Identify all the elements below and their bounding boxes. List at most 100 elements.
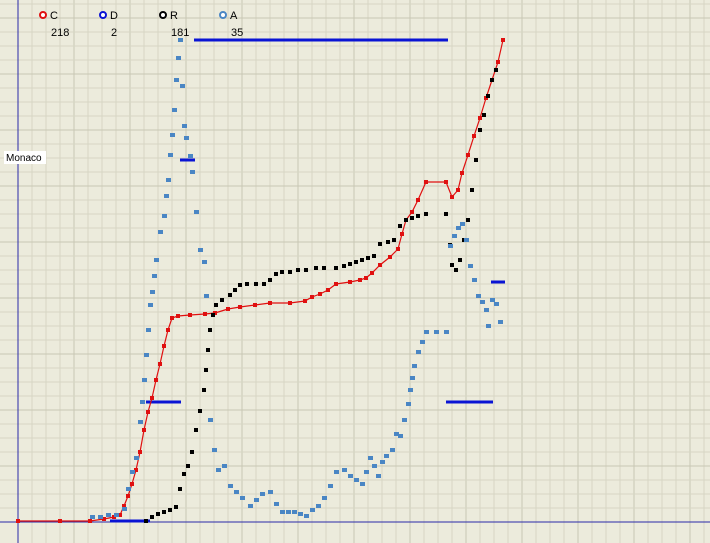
series-a-point (144, 353, 149, 357)
legend-marker-c (39, 11, 47, 19)
series-a-point (476, 294, 481, 298)
series-a-point (364, 470, 369, 474)
series-a-point (434, 330, 439, 334)
series-r-point (274, 272, 278, 276)
series-a-point (98, 515, 103, 519)
series-a-point (410, 376, 415, 380)
series-a-point (484, 308, 489, 312)
series-c-point (388, 255, 392, 259)
series-c-point (460, 171, 464, 175)
series-c-point (303, 299, 307, 303)
series-r-point (342, 264, 346, 268)
series-a-point (286, 510, 291, 514)
series-c-point (268, 301, 272, 305)
series-r-point (458, 258, 462, 262)
series-r-point (296, 268, 300, 272)
series-c-point (444, 180, 448, 184)
series-a-point (372, 464, 377, 468)
legend-label-c: C (50, 10, 58, 22)
series-c-point (122, 504, 126, 508)
annotation-layer: Monaco (4, 151, 46, 164)
series-a-point (456, 226, 461, 230)
series-r-point (206, 348, 210, 352)
series-a-point (354, 478, 359, 482)
series-c-point (416, 198, 420, 202)
series-a-point (212, 448, 217, 452)
series-c-point (318, 292, 322, 296)
series-c-point (253, 303, 257, 307)
series-c-point (424, 180, 428, 184)
series-c-point (396, 247, 400, 251)
series-r-point (334, 266, 338, 270)
series-a-point (260, 492, 265, 496)
series-c-point (158, 362, 162, 366)
series-r-point (228, 293, 232, 297)
series-a-point (90, 515, 95, 519)
series-r-point (360, 258, 364, 262)
series-c-point (472, 134, 476, 138)
series-r-point (392, 238, 396, 242)
series-a-point (480, 300, 485, 304)
series-c-point (16, 519, 20, 523)
series-a-point (416, 350, 421, 354)
legend-marker-r (159, 11, 167, 19)
annotation-box (4, 151, 46, 164)
series-r-point (262, 282, 266, 286)
legend-count-r: 181 (171, 27, 189, 39)
series-r-point (288, 270, 292, 274)
series-a-point (334, 470, 339, 474)
series-a-point (172, 108, 177, 112)
series-a-point (412, 364, 417, 368)
series-c-point (378, 263, 382, 267)
annotation-label: Monaco (6, 153, 42, 164)
series-a-point (158, 230, 163, 234)
series-a-point (176, 56, 181, 60)
series-a-point (298, 512, 303, 516)
series-a-point (328, 484, 333, 488)
series-a-point (348, 474, 353, 478)
series-a-point (248, 504, 253, 508)
series-r-point (208, 328, 212, 332)
series-r-point (150, 515, 154, 519)
series-c-point (176, 314, 180, 318)
series-r-point (202, 388, 206, 392)
series-a-point (194, 210, 199, 214)
series-r-point (238, 283, 242, 287)
series-a-point (280, 510, 285, 514)
series-a-point (368, 456, 373, 460)
series-a-point (130, 470, 135, 474)
series-r-point (254, 282, 258, 286)
series-a-point (208, 418, 213, 422)
series-c-point (58, 519, 62, 523)
series-a-point (398, 434, 403, 438)
series-r-point (144, 519, 148, 523)
series-c-point (188, 313, 192, 317)
series-a-point (142, 378, 147, 382)
series-r-point (322, 266, 326, 270)
series-a-point (292, 510, 297, 514)
series-a-point (106, 513, 111, 517)
series-a-point (268, 490, 273, 494)
series-r-point (314, 266, 318, 270)
series-r-point (280, 270, 284, 274)
series-a-point (376, 474, 381, 478)
legend-count-a: 35 (231, 27, 243, 39)
series-a-point (170, 133, 175, 137)
series-a-point (310, 508, 315, 512)
series-r-point (444, 212, 448, 216)
series-c-point (400, 232, 404, 236)
series-c-point (456, 188, 460, 192)
series-r-point (168, 508, 172, 512)
series-c-point (410, 210, 414, 214)
series-a-point (146, 328, 151, 332)
series-c-point (226, 307, 230, 311)
series-r-point (190, 450, 194, 454)
series-c-point (134, 468, 138, 472)
series-r-point (494, 68, 498, 72)
legend-count-d: 2 (111, 27, 117, 39)
series-r-point (354, 260, 358, 264)
series-r-point (214, 303, 218, 307)
series-c-point (334, 282, 338, 286)
